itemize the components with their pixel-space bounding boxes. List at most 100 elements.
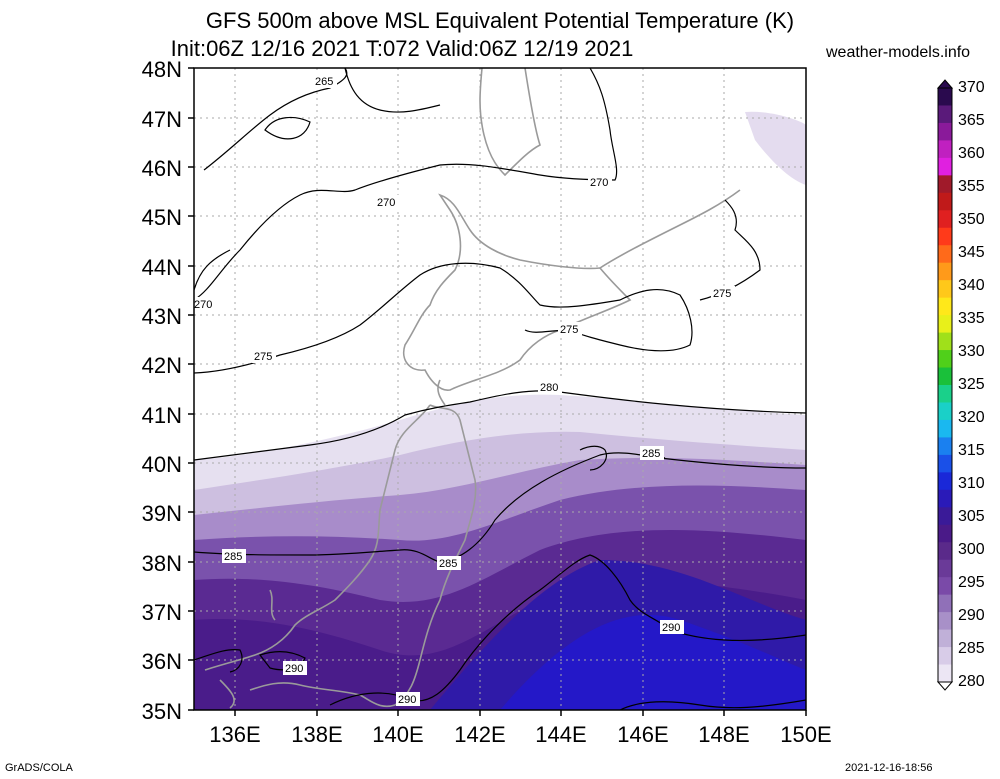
colorbar-swatch: [938, 315, 952, 334]
colorbar-label: 360: [958, 145, 985, 162]
credit-right: 2021-12-16-18:56: [845, 762, 933, 774]
colorbar-swatch: [938, 157, 952, 176]
colorbar-swatch: [938, 542, 952, 561]
colorbar-label: 305: [958, 508, 985, 525]
colorbar-swatch: [938, 594, 952, 613]
graticule: [194, 68, 806, 710]
colorbar-swatch: [938, 245, 952, 264]
colorbar-label: 290: [958, 607, 985, 624]
lat-label: 36N: [141, 649, 182, 674]
colorbar-swatch: [938, 454, 952, 473]
chart-subtitle: Init:06Z 12/16 2021 T:072 Valid:06Z 12/1…: [170, 36, 634, 61]
colorbar-swatch: [938, 280, 952, 299]
colorbar: [936, 79, 954, 691]
lat-label: 35N: [141, 699, 182, 724]
colorbar-swatch: [938, 577, 952, 596]
axis-ticks: [188, 67, 807, 716]
lon-label: 148E: [698, 722, 750, 747]
colorbar-swatch: [938, 647, 952, 666]
lat-label: 43N: [141, 304, 182, 329]
plot-frame: [193, 67, 807, 711]
colorbar-swatch: [938, 210, 952, 229]
colorbar-label: 345: [958, 244, 985, 261]
colorbar-swatch: [938, 332, 952, 351]
lon-label: 138E: [291, 722, 343, 747]
lat-label: 44N: [141, 255, 182, 280]
colorbar-swatch: [938, 489, 952, 508]
colorbar-label: 280: [958, 673, 985, 690]
contour-label: 290: [662, 622, 680, 634]
colorbar-label: 300: [958, 541, 985, 558]
lat-label: 48N: [141, 57, 182, 82]
contour-label: 270: [590, 177, 608, 189]
colorbar-swatch: [938, 192, 952, 211]
contour-labels: 265 270 270 270 275 275 275 280 285 285 …: [192, 74, 735, 706]
colorbar-label: 350: [958, 211, 985, 228]
colorbar-label: 295: [958, 574, 985, 591]
colorbar-bottom-arrow: [936, 681, 954, 691]
contour-label: 285: [224, 551, 242, 563]
colorbar-label: 365: [958, 112, 985, 129]
lon-label: 144E: [535, 722, 587, 747]
colorbar-swatch: [938, 402, 952, 421]
colorbar-swatch: [938, 507, 952, 526]
colorbar-label: 335: [958, 310, 985, 327]
colorbar-swatch: [938, 612, 952, 631]
colorbar-swatch: [938, 175, 952, 194]
contour-label: 280: [540, 382, 558, 394]
lat-label: 46N: [141, 156, 182, 181]
lon-label: 140E: [372, 722, 424, 747]
colorbar-label: 325: [958, 376, 985, 393]
contour-label: 290: [398, 694, 416, 706]
lon-label: 136E: [209, 722, 261, 747]
colorbar-swatch: [938, 664, 952, 683]
shading-layer: [194, 68, 806, 710]
lat-label: 39N: [141, 501, 182, 526]
contour-label: 290: [285, 663, 303, 675]
lon-label: 146E: [617, 722, 669, 747]
colorbar-label: 370: [958, 79, 985, 96]
colorbar-swatch: [938, 385, 952, 403]
colorbar-swatch: [938, 472, 952, 491]
lon-label: 150E: [780, 722, 832, 747]
colorbar-label: 315: [958, 442, 985, 459]
lat-label: 41N: [141, 403, 182, 428]
chart-title: GFS 500m above MSL Equivalent Potential …: [205, 8, 795, 33]
credit-left: GrADS/COLA: [5, 762, 73, 774]
contour-label: 285: [642, 448, 660, 460]
colorbar-swatch: [938, 297, 952, 316]
lat-label: 38N: [141, 551, 182, 576]
colorbar-swatch: [938, 262, 952, 281]
lat-label: 45N: [141, 205, 182, 230]
colorbar-swatch: [938, 419, 952, 438]
colorbar-swatch: [938, 227, 952, 246]
colorbar-swatch: [938, 105, 952, 124]
colorbar-swatch: [938, 559, 952, 578]
colorbar-swatch: [938, 524, 952, 543]
colorbar-swatch: [938, 367, 952, 386]
contour-label: 275: [713, 288, 731, 300]
colorbar-label: 355: [958, 178, 985, 195]
colorbar-label: 310: [958, 475, 985, 492]
colorbar-label: 340: [958, 277, 985, 294]
lat-label: 42N: [141, 353, 182, 378]
colorbar-swatch: [938, 140, 952, 159]
contour-label: 275: [560, 324, 578, 336]
colorbar-swatch: [938, 88, 952, 106]
contour-label: 265: [315, 76, 333, 88]
colorbar-top-arrow: [936, 79, 954, 89]
colorbar-swatch: [938, 122, 952, 141]
lat-label: 40N: [141, 452, 182, 477]
colorbar-label: 330: [958, 343, 985, 360]
site-credit: weather-models.info: [826, 44, 971, 61]
contour-label: 270: [194, 299, 212, 311]
colorbar-label: 320: [958, 409, 985, 426]
colorbar-swatch: [938, 350, 952, 369]
lat-label: 47N: [141, 107, 182, 132]
lon-label: 142E: [454, 722, 506, 747]
colorbar-swatch: [938, 629, 952, 648]
colorbar-swatch: [938, 437, 952, 456]
coastlines: [204, 68, 741, 709]
contour-label: 285: [439, 558, 457, 570]
contour-label: 275: [254, 351, 272, 363]
